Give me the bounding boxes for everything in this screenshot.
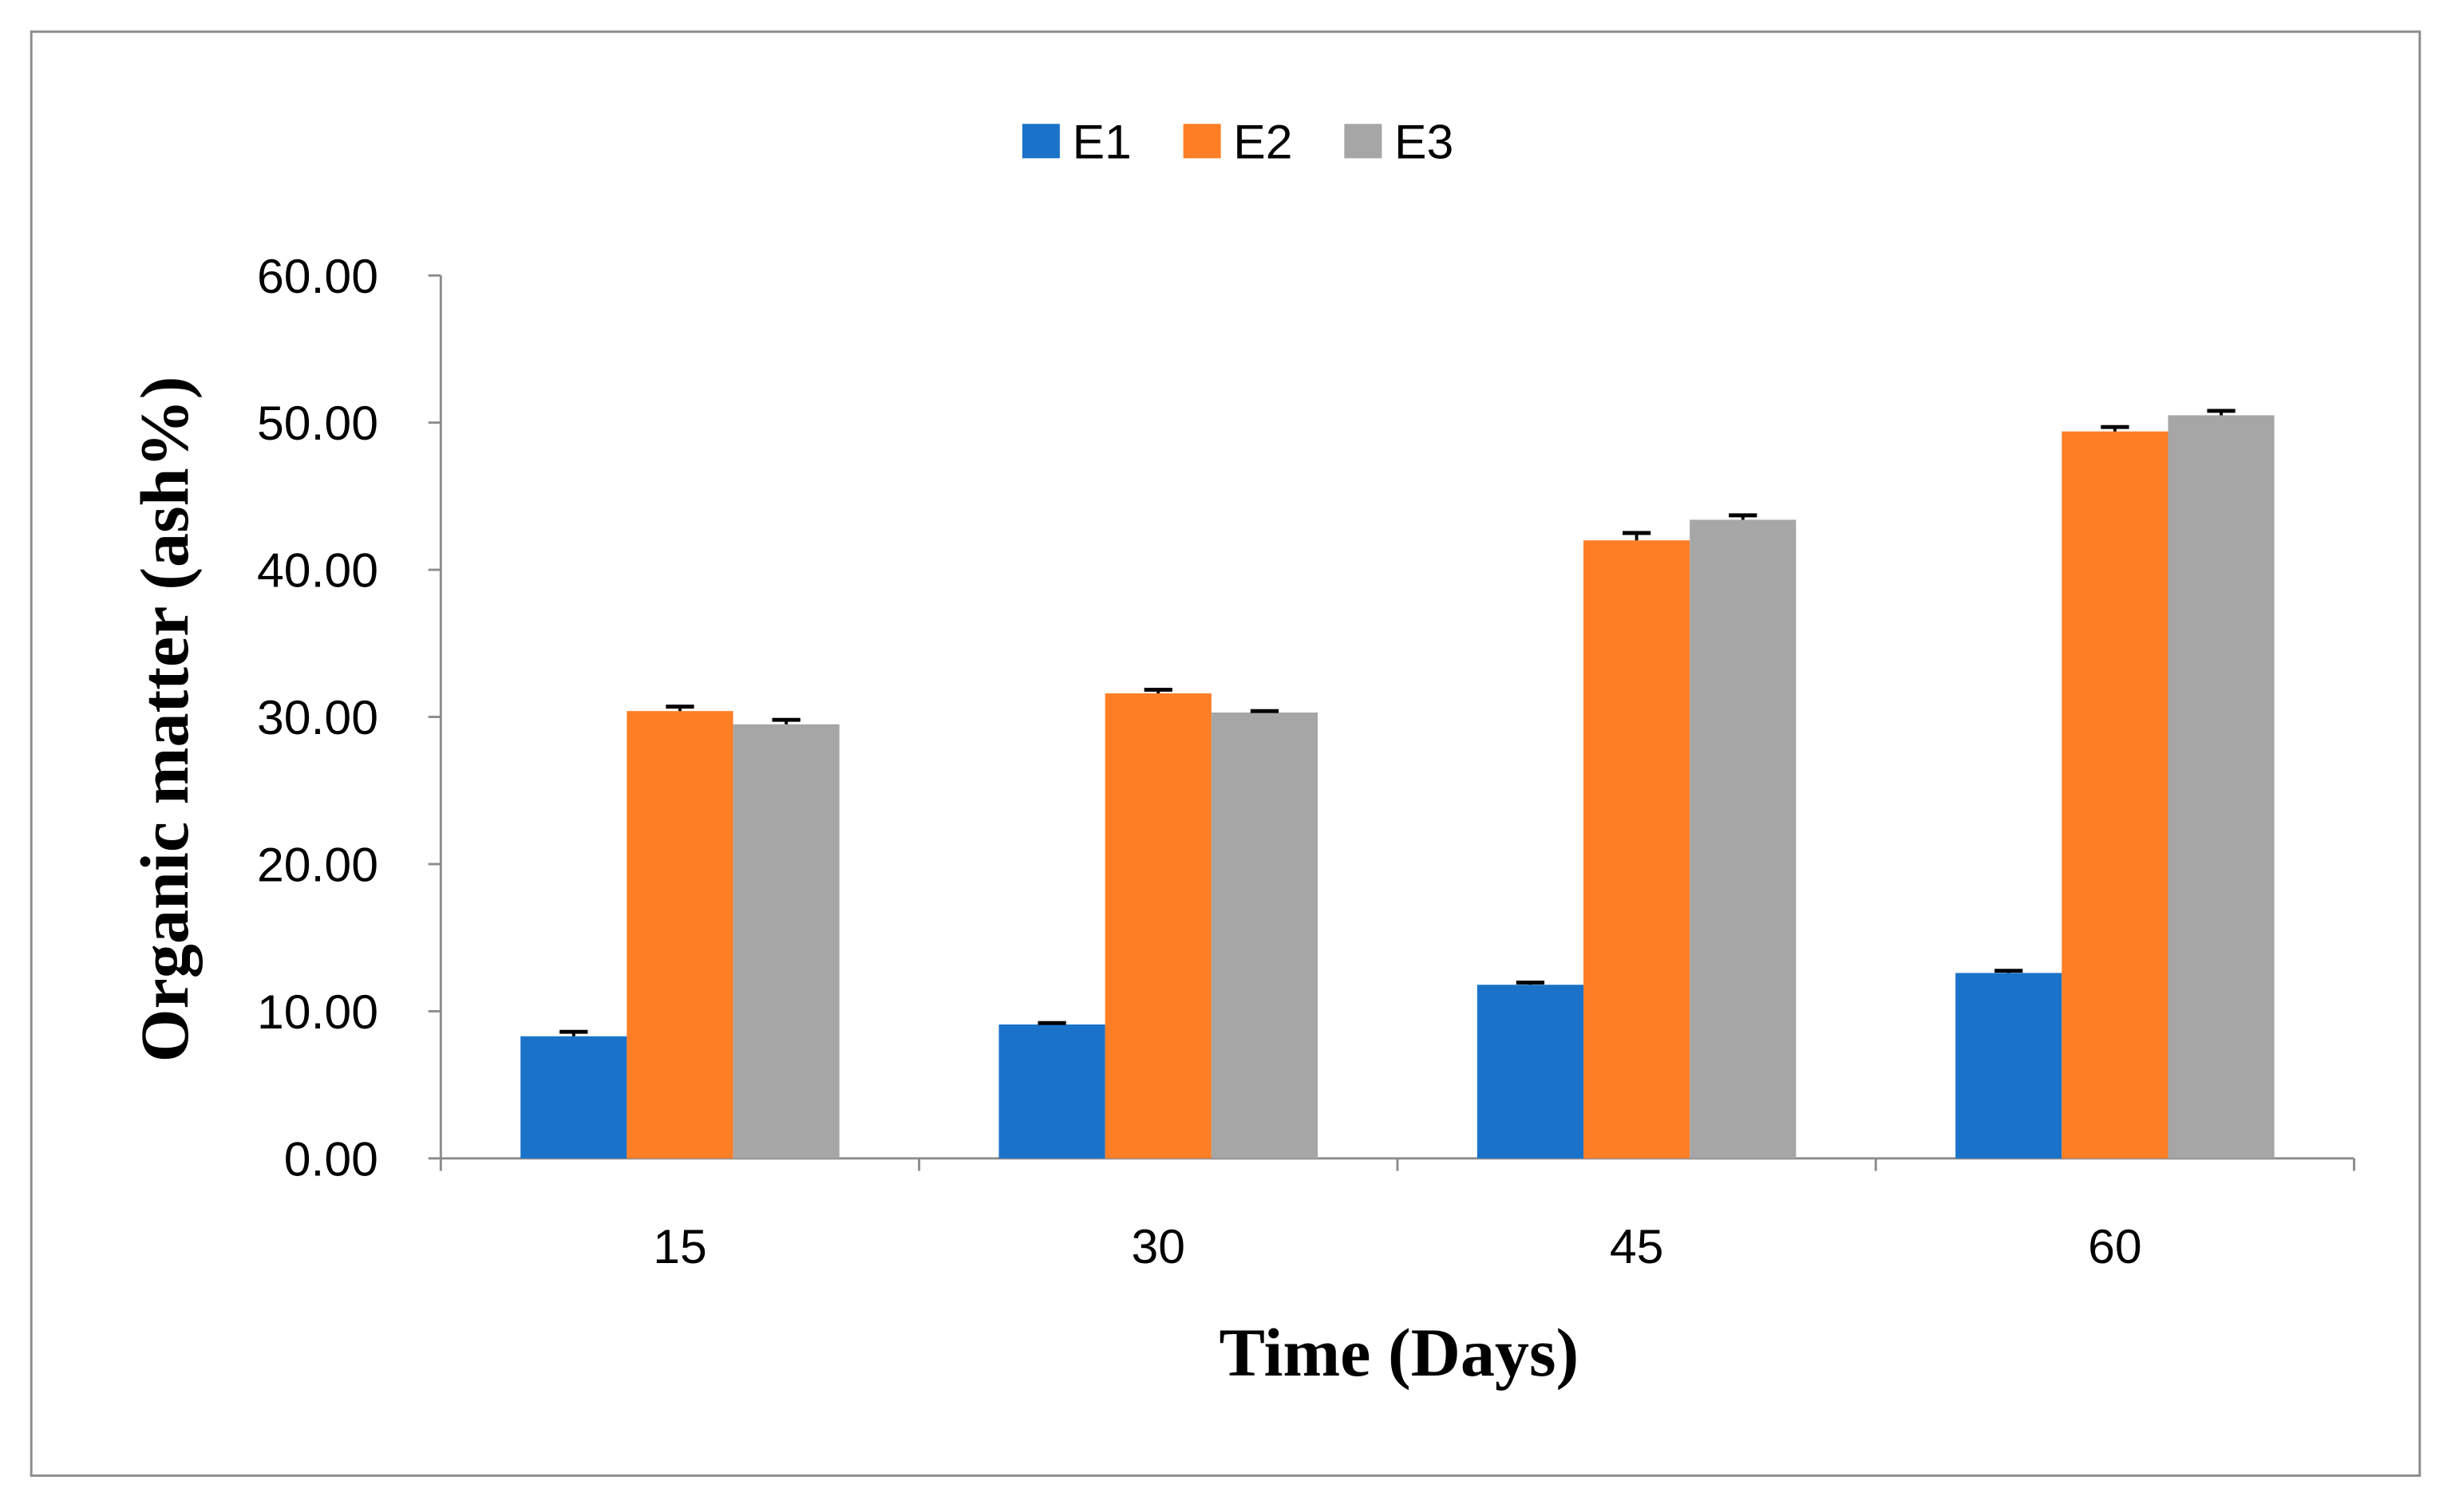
x-tick-label: 45 <box>1610 1219 1664 1273</box>
bar-e2-45 <box>1583 540 1690 1159</box>
y-tick-label: 30.00 <box>257 690 378 744</box>
x-tick-label: 15 <box>653 1219 707 1273</box>
bar-e2-60 <box>2062 431 2168 1159</box>
y-tick-label: 20.00 <box>257 838 378 892</box>
bar-e2-30 <box>1105 693 1212 1159</box>
legend-label-e1: E1 <box>1073 114 1132 168</box>
bar-e3-45 <box>1690 519 1797 1159</box>
bar-e1-60 <box>1955 973 2062 1159</box>
bar-e1-15 <box>520 1036 627 1159</box>
y-tick-label: 50.00 <box>257 396 378 450</box>
bar-e2-15 <box>627 711 733 1159</box>
bar-e3-60 <box>2168 415 2275 1159</box>
y-tick-label: 40.00 <box>257 543 378 598</box>
y-tick-label: 10.00 <box>257 985 378 1039</box>
bar-e1-30 <box>998 1024 1105 1159</box>
legend-swatch-e3 <box>1344 124 1382 159</box>
x-tick-label: 30 <box>1132 1219 1186 1273</box>
bar-e1-45 <box>1477 985 1584 1159</box>
y-tick-label: 0.00 <box>284 1131 378 1186</box>
bars <box>520 409 2275 1159</box>
x-tick-label: 60 <box>2088 1219 2142 1273</box>
y-axis-title: Organic matter (ash%) <box>126 377 203 1063</box>
legend-label-e3: E3 <box>1394 114 1453 168</box>
x-axis-title: Time (Days) <box>1220 1314 1579 1391</box>
bar-e3-15 <box>733 724 840 1159</box>
y-axis: 0.00 10.00 20.00 30.00 40.00 50.00 60.00 <box>257 249 442 1186</box>
bar-e3-30 <box>1211 713 1318 1159</box>
legend-swatch-e2 <box>1183 124 1221 159</box>
y-tick-label: 60.00 <box>257 249 378 303</box>
legend-swatch-e1 <box>1022 124 1060 159</box>
legend: E1 E2 E3 <box>1022 114 1453 168</box>
legend-label-e2: E2 <box>1233 114 1292 168</box>
